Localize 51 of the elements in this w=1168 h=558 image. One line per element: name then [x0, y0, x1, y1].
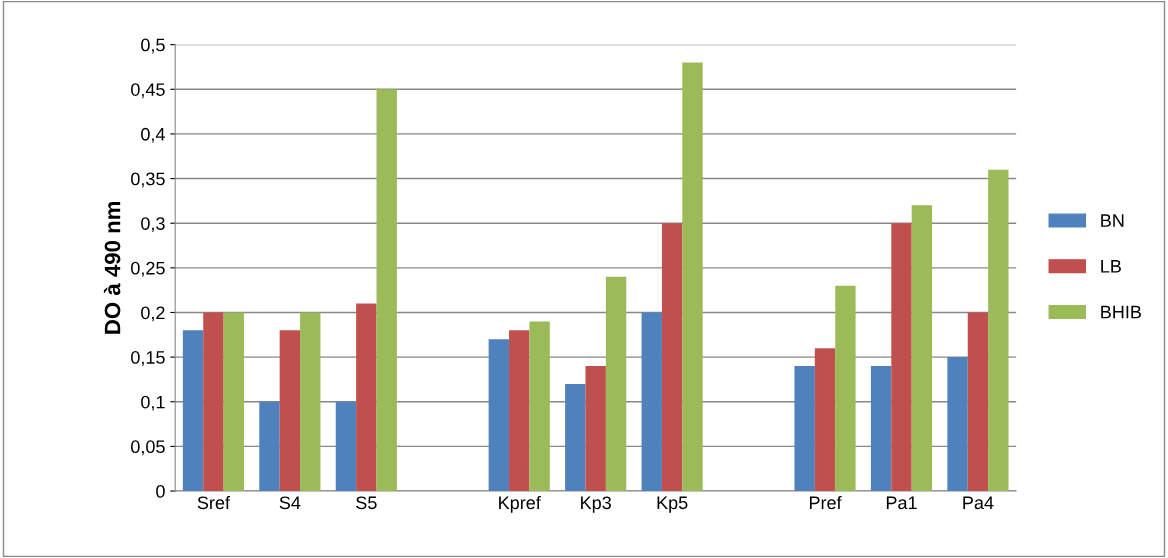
x-tick-label: S5	[356, 496, 377, 510]
bar	[967, 312, 989, 492]
x-tick-label: Kp5	[657, 496, 688, 513]
x-tick-label: Pa4	[963, 496, 994, 510]
y-axis-title: DO à 490 nm	[103, 201, 121, 334]
bar	[911, 205, 933, 492]
bar	[203, 312, 224, 492]
legend-label: BN	[1101, 214, 1124, 227]
bar	[641, 312, 662, 492]
bar	[585, 366, 606, 492]
legend-label: BHIB	[1101, 305, 1141, 319]
y-tick-label: 0,4	[141, 127, 165, 143]
legend-label: LB	[1101, 260, 1121, 273]
x-tick-label: S4	[279, 496, 301, 510]
bar	[182, 330, 204, 492]
y-tick-label: 0,25	[131, 261, 165, 277]
y-tick-label: 0,5	[141, 38, 165, 54]
bar	[356, 303, 377, 492]
bar	[814, 348, 836, 492]
y-tick-label: 0,1	[141, 395, 165, 411]
bar	[376, 89, 397, 492]
y-tick-label: 0,2	[141, 306, 165, 322]
y-tick-label: 0	[156, 484, 165, 498]
bar	[335, 401, 357, 492]
bar	[891, 223, 912, 492]
x-tick-label: Kpref	[499, 495, 541, 513]
bar	[279, 330, 301, 492]
bar	[259, 401, 280, 492]
bar	[682, 62, 703, 492]
bar	[509, 330, 530, 492]
x-tick-label: Sref	[197, 495, 231, 510]
x-tick-label: Pa1	[886, 496, 917, 510]
y-tick-label: 0,45	[131, 83, 165, 99]
bar	[605, 276, 627, 492]
bar	[529, 321, 550, 492]
x-tick-label: Pref	[809, 495, 842, 510]
bar	[300, 312, 321, 492]
bar	[661, 223, 683, 492]
bar	[565, 383, 586, 492]
bar	[488, 339, 510, 492]
y-tick-label: 0,05	[131, 440, 165, 456]
x-tick-label: Kp3	[581, 496, 611, 513]
bar	[835, 285, 856, 492]
y-tick-label: 0,3	[141, 217, 165, 233]
bar	[794, 366, 815, 492]
bar	[988, 169, 1009, 492]
bar	[223, 312, 245, 492]
bar	[947, 357, 968, 492]
bar	[870, 366, 892, 492]
y-tick-label: 0,15	[131, 351, 165, 366]
y-tick-label: 0,35	[131, 172, 165, 188]
